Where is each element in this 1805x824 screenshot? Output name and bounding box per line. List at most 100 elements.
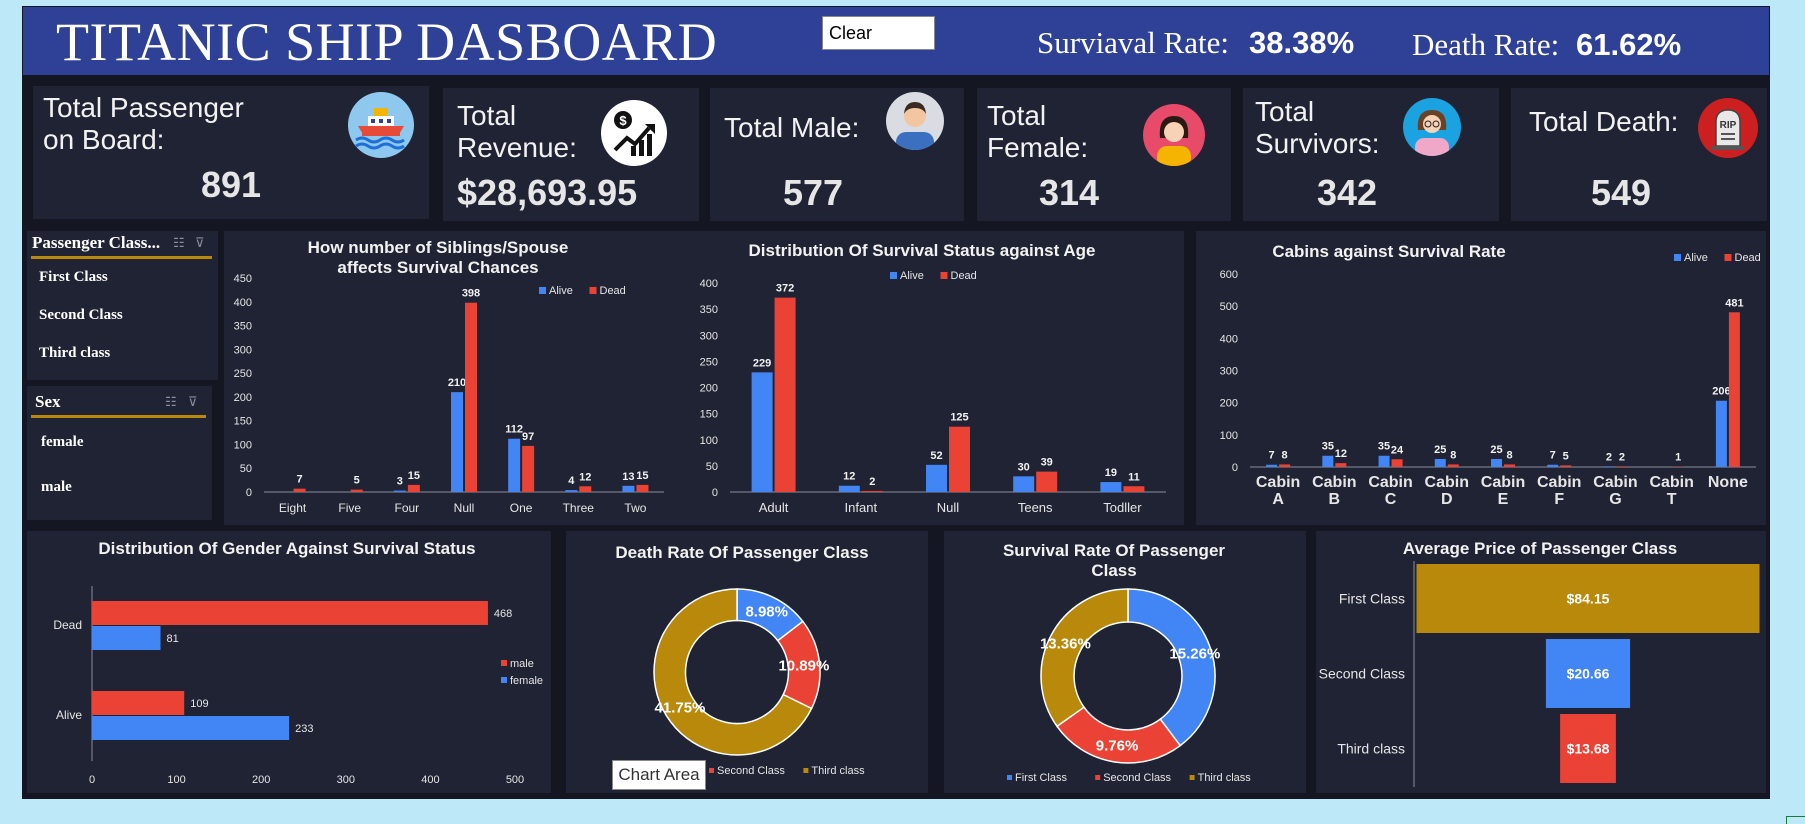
- y-tick-label: Dead: [53, 618, 82, 632]
- x-tick-label: 300: [337, 774, 355, 786]
- y-tick-label: 250: [700, 356, 718, 368]
- kpi-label: Total Revenue:: [457, 100, 577, 164]
- female-avatar-icon: [1143, 104, 1205, 166]
- y-tick-label: First Class: [1339, 591, 1405, 607]
- kpi-label: Total Female:: [987, 100, 1088, 164]
- slicer-item-first-class[interactable]: First Class: [39, 269, 108, 286]
- legend-label: Alive: [900, 270, 924, 282]
- bar-alive: [839, 486, 860, 492]
- data-label: 12: [843, 471, 855, 483]
- slicer-item-third-class[interactable]: Third class: [39, 345, 110, 362]
- x-tick-label: Five: [338, 501, 361, 515]
- y-tick-label: 200: [700, 383, 718, 395]
- death-rate-donut-chart: Death Rate Of Passenger Class8.98%10.89%…: [566, 531, 928, 793]
- y-tick-label: 150: [700, 409, 718, 421]
- data-label: 8: [1450, 449, 1456, 461]
- y-tick-label: 400: [700, 278, 718, 290]
- kpi-label: Total Death:: [1529, 106, 1678, 138]
- bar-alive: [1379, 456, 1390, 467]
- dashboard-title: TITANIC SHIP DASBOARD: [56, 15, 717, 69]
- data-label: 372: [776, 283, 794, 295]
- bar-dead: [1560, 465, 1571, 467]
- data-label: 5: [354, 475, 360, 487]
- x-tick-label: G: [1609, 491, 1621, 508]
- legend-label: Third class: [1198, 772, 1252, 784]
- bar-dead: [294, 489, 306, 492]
- bar-alive: [926, 465, 947, 492]
- slice-label: 41.75%: [655, 700, 706, 717]
- x-tick-label: Cabin: [1368, 474, 1412, 491]
- chart-age-panel[interactable]: Distribution Of Survival Status against …: [668, 231, 1184, 525]
- bar-dead: [1504, 464, 1515, 467]
- x-tick-label: Cabin: [1537, 474, 1581, 491]
- survival-rate-label: Surviaval Rate:: [1037, 27, 1229, 58]
- clear-filter-icon[interactable]: ⊽: [188, 394, 198, 410]
- legend-swatch: [1007, 775, 1012, 780]
- x-tick-label: B: [1329, 491, 1341, 508]
- data-label: 52: [930, 450, 942, 462]
- slice-label: 15.26%: [1169, 646, 1220, 663]
- bar-alive: [1603, 466, 1614, 467]
- data-label: 3: [397, 476, 403, 488]
- slice-label: 9.76%: [1096, 738, 1139, 755]
- kpi-label: Total Male:: [724, 112, 859, 144]
- money-growth-icon: $: [601, 100, 667, 166]
- data-label: 8: [1506, 449, 1512, 461]
- donut-slice-second-class: [1057, 707, 1180, 763]
- legend-swatch: [501, 660, 507, 666]
- multi-select-icon[interactable]: ☷: [165, 394, 177, 410]
- chart-gender-panel[interactable]: Distribution Of Gender Against Survival …: [27, 531, 551, 793]
- bar-dead: [579, 486, 591, 492]
- chart-area-tooltip: Chart Area: [612, 760, 706, 790]
- cabins-survival-chart: Cabins against Survival Rate010020030040…: [1196, 231, 1766, 525]
- y-tick-label: 50: [240, 463, 252, 475]
- data-label: 229: [753, 357, 771, 369]
- gender-survival-chart: Distribution Of Gender Against Survival …: [27, 531, 551, 793]
- data-label: 398: [462, 288, 480, 300]
- data-label: 12: [579, 471, 591, 483]
- header-bar: TITANIC SHIP DASBOARD Clear Surviaval Ra…: [23, 7, 1769, 75]
- y-tick-label: Third class: [1337, 741, 1405, 757]
- multi-select-icon[interactable]: ☷: [173, 235, 185, 251]
- survival-rate-donut-chart: Survival Rate Of PassengerClass15.26%9.7…: [944, 531, 1306, 793]
- age-survival-chart: Distribution Of Survival Status against …: [668, 231, 1184, 525]
- slicer-item-second-class[interactable]: Second Class: [39, 307, 123, 324]
- chart-title: Death Rate Of Passenger Class: [615, 543, 868, 562]
- legend-label: Alive: [1684, 252, 1708, 264]
- data-label: 2: [1606, 451, 1612, 463]
- slicer-item-male[interactable]: male: [41, 479, 72, 496]
- y-tick-label: 50: [706, 461, 718, 473]
- legend-swatch: [1725, 254, 1732, 261]
- x-tick-label: 0: [89, 774, 95, 786]
- x-tick-label: Cabin: [1312, 474, 1356, 491]
- data-label: 97: [522, 431, 534, 443]
- x-tick-label: 500: [506, 774, 524, 786]
- clear-filter-icon[interactable]: ⊽: [195, 235, 205, 251]
- legend-label: Alive: [549, 285, 573, 297]
- legend-swatch: [1674, 254, 1681, 261]
- kpi-total-revenue: Total Revenue: $28,693.95 $: [443, 88, 699, 221]
- bar-dead: [949, 427, 970, 492]
- legend-label: female: [510, 675, 543, 687]
- clear-filters-button[interactable]: Clear: [822, 16, 935, 50]
- data-label: 81: [167, 633, 179, 645]
- slicer-item-female[interactable]: female: [41, 434, 83, 451]
- x-tick-label: A: [1272, 491, 1284, 508]
- data-label: 11: [1128, 471, 1140, 483]
- x-tick-label: 200: [252, 774, 270, 786]
- y-tick-label: 0: [246, 487, 252, 499]
- donut-slice-third-class: [1041, 589, 1128, 726]
- chart-title: Class: [1091, 561, 1136, 580]
- x-tick-label: Null: [454, 501, 475, 515]
- bar-dead: [1448, 464, 1459, 467]
- data-label: 7: [1269, 450, 1275, 462]
- bar-dead: [1729, 312, 1740, 467]
- legend-swatch: [941, 272, 948, 279]
- cruise-ship-icon: [348, 92, 414, 158]
- data-label: $20.66: [1567, 666, 1610, 682]
